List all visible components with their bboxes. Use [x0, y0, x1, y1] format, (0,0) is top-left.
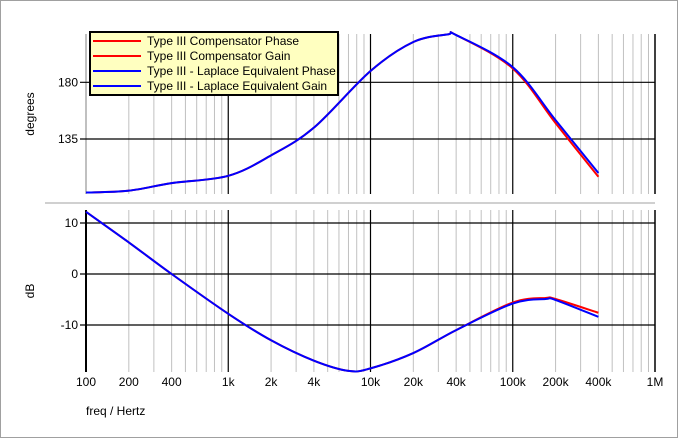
x-tick-label: 400k [585, 375, 612, 389]
y-tick-label: 0 [71, 267, 78, 281]
x-tick-label: 100k [500, 375, 527, 389]
legend-item: Type III Compensator Phase [91, 34, 337, 49]
x-tick-label: 400 [162, 375, 182, 389]
y-axis-label: dB [23, 284, 37, 299]
y-tick-label: 135 [58, 132, 78, 146]
x-tick-label: 10k [361, 375, 381, 389]
legend-swatch [93, 55, 141, 57]
x-tick-label: 1M [647, 375, 664, 389]
legend-label: Type III - Laplace Equivalent Phase [147, 64, 336, 78]
y-tick-label: 180 [58, 75, 78, 89]
legend-swatch [93, 70, 141, 72]
x-tick-label: 200k [543, 375, 570, 389]
legend: Type III Compensator Phase Type III Comp… [89, 31, 339, 96]
legend-item: Type III Compensator Gain [91, 49, 337, 64]
legend-label: Type III - Laplace Equivalent Gain [147, 79, 328, 93]
legend-item: Type III - Laplace Equivalent Gain [91, 79, 337, 94]
series-line [85, 210, 599, 373]
y-tick-label: -10 [61, 318, 79, 332]
x-tick-label: 100 [76, 375, 96, 389]
legend-label: Type III Compensator Phase [147, 34, 300, 48]
legend-swatch [93, 85, 141, 87]
x-tick-label: 4k [308, 375, 322, 389]
legend-swatch [93, 40, 141, 42]
y-axis-label: degrees [23, 92, 37, 135]
x-tick-label: 20k [404, 375, 424, 389]
legend-label: Type III Compensator Gain [147, 49, 291, 63]
series-line [85, 31, 600, 194]
x-tick-label: 200 [119, 375, 139, 389]
x-tick-label: 2k [265, 375, 279, 389]
x-tick-label: 1k [222, 375, 236, 389]
legend-item: Type III - Laplace Equivalent Phase [91, 64, 337, 79]
x-tick-label: 40k [446, 375, 466, 389]
x-axis-label: freq / Hertz [86, 404, 145, 418]
series-line [85, 210, 599, 373]
y-tick-label: 10 [65, 216, 79, 230]
